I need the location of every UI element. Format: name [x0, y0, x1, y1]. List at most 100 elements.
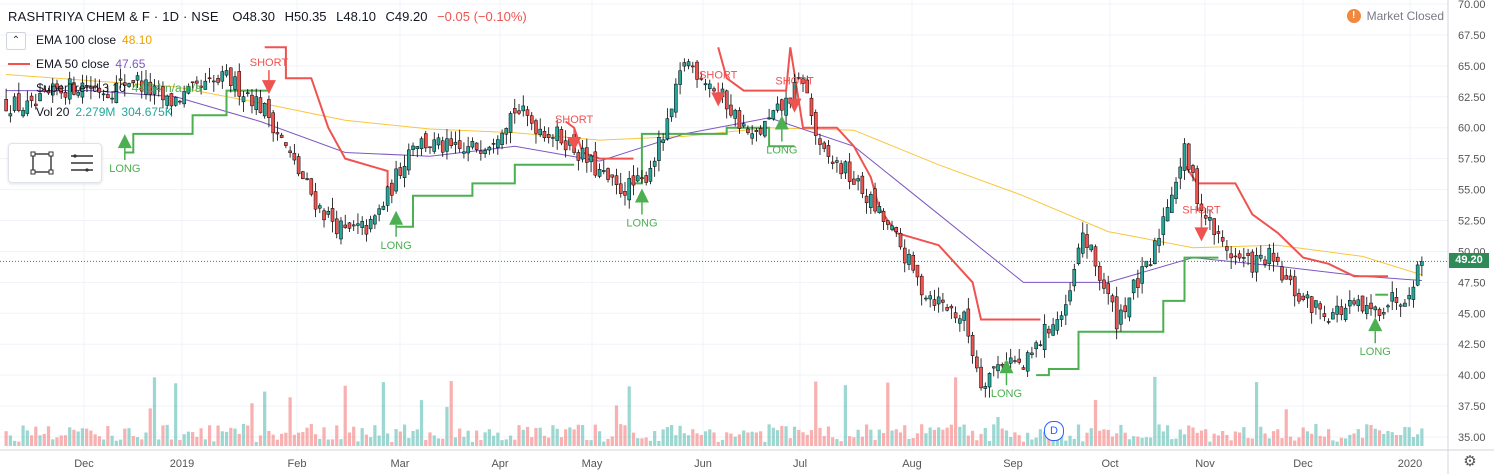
legend-supertrend[interactable]: SuperTrend 3 10 44.64 n/a n/a	[36, 81, 202, 95]
volume-bar	[212, 441, 216, 446]
candle-body	[606, 168, 610, 180]
volume-bar	[987, 441, 992, 446]
legend-volume[interactable]: Vol 20 2.279M 304.675K	[36, 105, 173, 119]
volume-bar	[1059, 435, 1064, 446]
candle-body	[483, 150, 487, 154]
volume-bar	[737, 434, 742, 446]
y-tick-label: 40.00	[1458, 370, 1486, 382]
gear-icon[interactable]: ⚙	[1463, 453, 1477, 470]
volume-bar	[682, 433, 686, 446]
candle-body	[1208, 217, 1212, 221]
volume-bar	[525, 426, 530, 446]
volume-bar	[606, 438, 610, 446]
x-tick-label: Apr	[491, 458, 508, 470]
volume-bar	[390, 441, 394, 446]
volume-bar	[411, 431, 415, 446]
volume-bar	[93, 434, 97, 446]
candle-body	[1110, 295, 1115, 303]
rectangle-select-icon[interactable]	[29, 151, 55, 175]
candle-body	[1106, 283, 1110, 294]
volume-bar	[500, 440, 504, 446]
candle-body	[428, 146, 432, 149]
candle-body	[203, 80, 208, 90]
candle-body	[106, 94, 110, 99]
candle-body	[390, 182, 394, 196]
symbol-name[interactable]: RASHTRIYA CHEM & F · 1D · NSE	[8, 9, 219, 24]
candle-body	[80, 82, 85, 98]
candle-body	[1174, 181, 1178, 200]
candle-body	[1309, 296, 1314, 313]
volume-bar	[843, 385, 848, 446]
candle-body	[296, 156, 301, 175]
volume-bar	[466, 430, 470, 446]
volume-bar	[729, 433, 733, 446]
volume-bar	[1174, 438, 1178, 446]
candle-body	[542, 131, 547, 138]
volume-bar	[1276, 429, 1280, 446]
volume-bar	[759, 431, 763, 446]
volume-bar	[318, 438, 322, 446]
volume-bar	[1208, 441, 1212, 446]
x-tick-label: Oct	[1101, 458, 1118, 470]
candle-body	[822, 142, 826, 149]
candle-body	[1407, 295, 1411, 300]
volume-bar	[1343, 438, 1348, 446]
short-signal-label: SHORT	[250, 57, 289, 69]
market-status[interactable]: ! Market Closed	[1346, 9, 1444, 23]
candle-body	[123, 82, 127, 86]
candle-body	[1403, 302, 1407, 307]
candle-body	[818, 138, 822, 145]
x-tick-label: May	[582, 458, 603, 470]
candle-body	[114, 82, 119, 104]
candle-body	[915, 264, 920, 278]
volume-bar	[29, 435, 34, 446]
chevron-up-icon[interactable]: ⌃	[6, 32, 26, 50]
volume-bar	[932, 429, 937, 446]
volume-bar	[1369, 425, 1373, 446]
x-tick-label: Jun	[694, 458, 712, 470]
volume-bar	[1259, 426, 1263, 446]
candle-body	[860, 175, 865, 194]
volume-bar	[504, 439, 508, 446]
candle-body	[245, 92, 250, 94]
volume-bar	[131, 436, 135, 446]
volume-bar	[1098, 430, 1102, 446]
candle-body	[1263, 259, 1267, 265]
volume-bar	[301, 432, 305, 446]
candle-body	[1076, 247, 1081, 264]
volume-bar	[284, 432, 288, 446]
volume-bar	[1233, 431, 1237, 446]
y-tick-label: 57.50	[1458, 154, 1486, 166]
legend-ema50[interactable]: EMA 50 close 47.65	[8, 57, 145, 71]
volume-bar	[703, 431, 708, 446]
volume-bar	[873, 439, 877, 446]
drawing-toolbox	[8, 143, 102, 183]
ema50-line	[6, 90, 1422, 283]
volume-bar	[1339, 437, 1343, 446]
volume-bar	[1407, 427, 1411, 446]
volume-bar	[428, 432, 432, 446]
candle-body	[644, 175, 648, 183]
candle-body	[1348, 299, 1352, 307]
volume-bar	[127, 428, 131, 446]
volume-bar	[716, 441, 720, 446]
volume-bar	[1110, 436, 1115, 446]
candle-body	[1318, 303, 1322, 310]
volume-bar	[1221, 431, 1225, 446]
volume-bar	[1085, 432, 1089, 446]
dividend-marker[interactable]: D	[1044, 421, 1064, 441]
candle-body	[589, 155, 593, 163]
volume-bar	[848, 436, 852, 446]
candle-body	[1051, 324, 1055, 336]
candle-body	[8, 113, 13, 117]
volume-bar	[207, 425, 212, 446]
volume-bar	[1360, 437, 1365, 446]
volume-bar	[1288, 436, 1293, 446]
volume-bar	[1013, 432, 1017, 446]
legend-ema100[interactable]: EMA 100 close 48.10	[36, 33, 152, 47]
menu-lines-icon[interactable]	[69, 151, 95, 175]
volume-bar	[547, 437, 551, 446]
volume-bar	[144, 432, 148, 446]
volume-bar	[85, 428, 89, 446]
